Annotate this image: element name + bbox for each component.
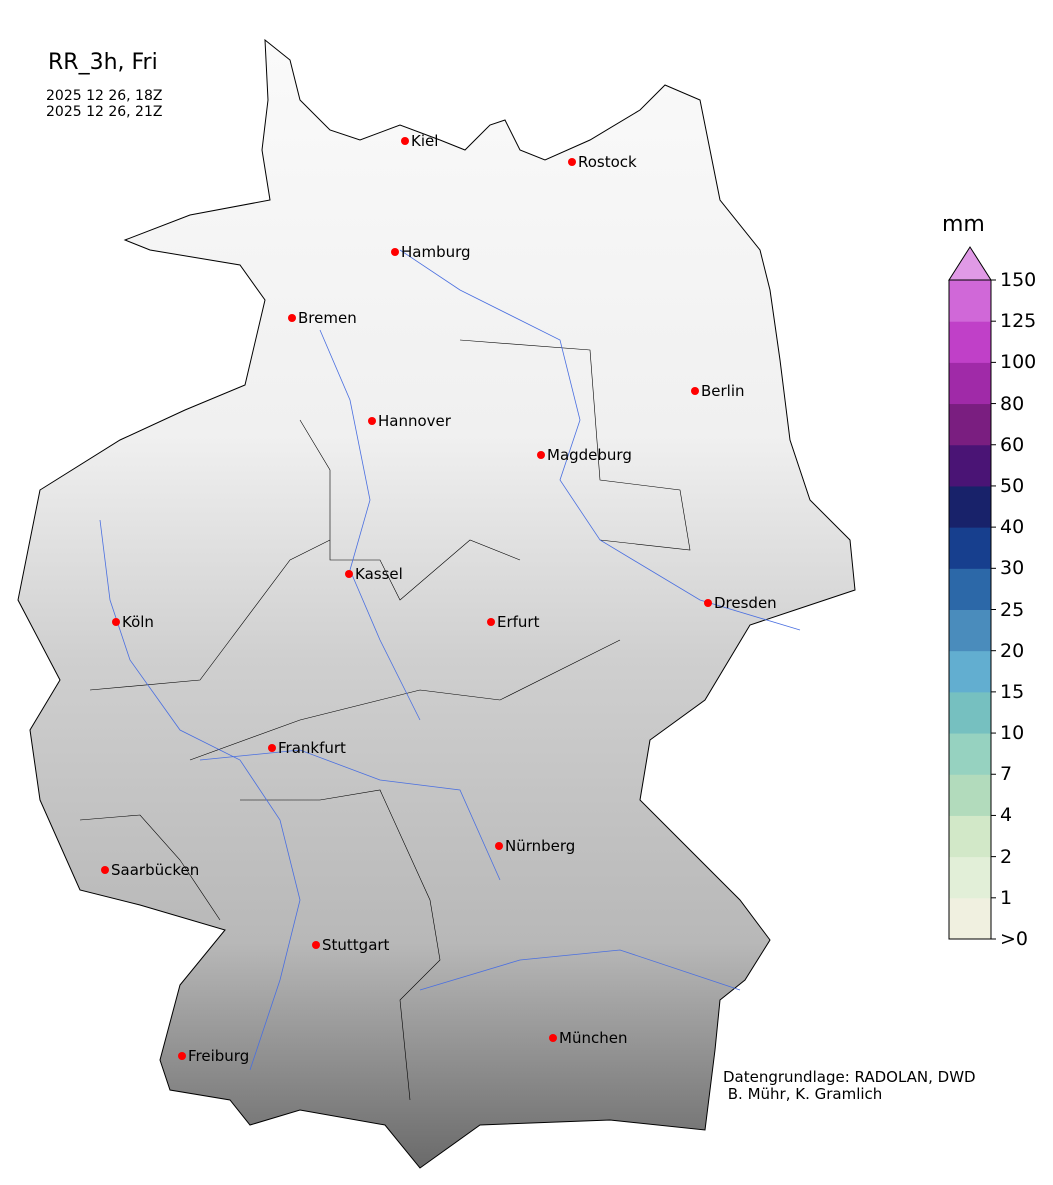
colorbar-tick-label: 150 bbox=[1000, 269, 1037, 291]
colorbar-segment bbox=[949, 280, 991, 322]
colorbar-segment bbox=[949, 650, 991, 693]
colorbar-segment bbox=[949, 321, 991, 363]
colorbar-segment bbox=[949, 733, 991, 775]
city-marker bbox=[495, 842, 503, 850]
colorbar-segment bbox=[949, 485, 991, 528]
city-marker bbox=[391, 248, 399, 256]
city-marker bbox=[568, 158, 576, 166]
city-marker bbox=[101, 866, 109, 874]
colorbar-segment bbox=[949, 691, 991, 734]
city-label: Hamburg bbox=[401, 243, 471, 261]
colorbar-tick-label: 100 bbox=[1000, 351, 1037, 374]
city-marker bbox=[704, 599, 712, 607]
colorbar-tick-label: 125 bbox=[1000, 310, 1037, 333]
city-marker bbox=[691, 387, 699, 395]
colorbar-segment bbox=[949, 527, 991, 569]
colorbar-tick-label: 40 bbox=[1000, 516, 1025, 539]
city-label: Magdeburg bbox=[547, 446, 632, 464]
city-marker bbox=[268, 744, 276, 752]
colorbar-tick-label: 60 bbox=[1000, 433, 1025, 456]
colorbar-segment bbox=[949, 609, 991, 652]
city-marker bbox=[537, 451, 545, 459]
city-label: Stuttgart bbox=[322, 936, 390, 954]
city-marker bbox=[368, 417, 376, 425]
city-label: Bremen bbox=[298, 309, 357, 327]
colorbar-tick-label: 25 bbox=[1000, 598, 1025, 621]
credit-line-2: B. Mühr, K. Gramlich bbox=[723, 1085, 883, 1103]
colorbar-segment bbox=[949, 568, 991, 610]
city-marker bbox=[487, 618, 495, 626]
city-label: Rostock bbox=[578, 153, 637, 171]
city-markers: Kiel Rostock Hamburg Bremen Berlin Hannover Ma… bbox=[101, 132, 777, 1065]
city-label: Kassel bbox=[355, 565, 403, 583]
colorbar-segment bbox=[949, 403, 991, 446]
colorbar-segment bbox=[949, 856, 991, 899]
colorbar-tick-label: 50 bbox=[1000, 474, 1025, 497]
city-label: Nürnberg bbox=[505, 837, 575, 855]
city-label: Freiburg bbox=[188, 1047, 249, 1065]
colorbar bbox=[948, 246, 996, 940]
city-label: Dresden bbox=[714, 594, 777, 612]
credit-line-1: Datengrundlage: RADOLAN, DWD bbox=[723, 1068, 976, 1086]
valid-from: 2025 12 26, 18Z bbox=[46, 88, 163, 104]
colorbar-tick-label: >0 bbox=[1000, 928, 1029, 950]
city-marker bbox=[345, 570, 353, 578]
city-label: Erfurt bbox=[497, 613, 540, 631]
state-borders bbox=[79, 339, 691, 1101]
colorbar-segment bbox=[949, 815, 991, 858]
city-marker bbox=[288, 314, 296, 322]
germany-outline bbox=[17, 38, 856, 1169]
colorbar-tick-label: 10 bbox=[1000, 722, 1025, 745]
colorbar-tick-label: 20 bbox=[1000, 639, 1025, 662]
colorbar-segment bbox=[949, 897, 991, 940]
city-label: Hannover bbox=[378, 412, 452, 430]
colorbar-tick-label: 80 bbox=[1000, 392, 1025, 415]
colorbar-extend bbox=[948, 246, 992, 281]
colorbar-tick-label: 2 bbox=[1000, 845, 1013, 868]
city-marker bbox=[178, 1052, 186, 1060]
colorbar-tick-label: 1 bbox=[1000, 886, 1013, 909]
colorbar-segment bbox=[949, 362, 991, 405]
colorbar-unit: mm bbox=[942, 212, 985, 237]
valid-to: 2025 12 26, 21Z bbox=[46, 104, 163, 120]
city-label: Köln bbox=[122, 613, 154, 631]
map-title: RR_3h, Fri bbox=[48, 50, 158, 75]
colorbar-tick-label: 30 bbox=[1000, 557, 1025, 580]
credit: Datengrundlage: RADOLAN, DWD B. Mühr, K.… bbox=[723, 1069, 976, 1103]
city-label: Kiel bbox=[411, 132, 438, 150]
colorbar-segment bbox=[949, 444, 991, 487]
city-marker bbox=[312, 941, 320, 949]
colorbar-tick-label: 15 bbox=[1000, 680, 1025, 703]
city-marker bbox=[549, 1034, 557, 1042]
city-label: Berlin bbox=[701, 382, 745, 400]
city-label: München bbox=[559, 1029, 627, 1047]
city-marker bbox=[401, 137, 409, 145]
city-marker bbox=[112, 618, 120, 626]
colorbar-segment bbox=[949, 774, 991, 816]
colorbar-tick-label: 7 bbox=[1000, 763, 1013, 786]
city-label: Saarbücken bbox=[111, 861, 199, 879]
city-label: Frankfurt bbox=[278, 739, 346, 757]
colorbar-tick-label: 4 bbox=[1000, 804, 1013, 827]
